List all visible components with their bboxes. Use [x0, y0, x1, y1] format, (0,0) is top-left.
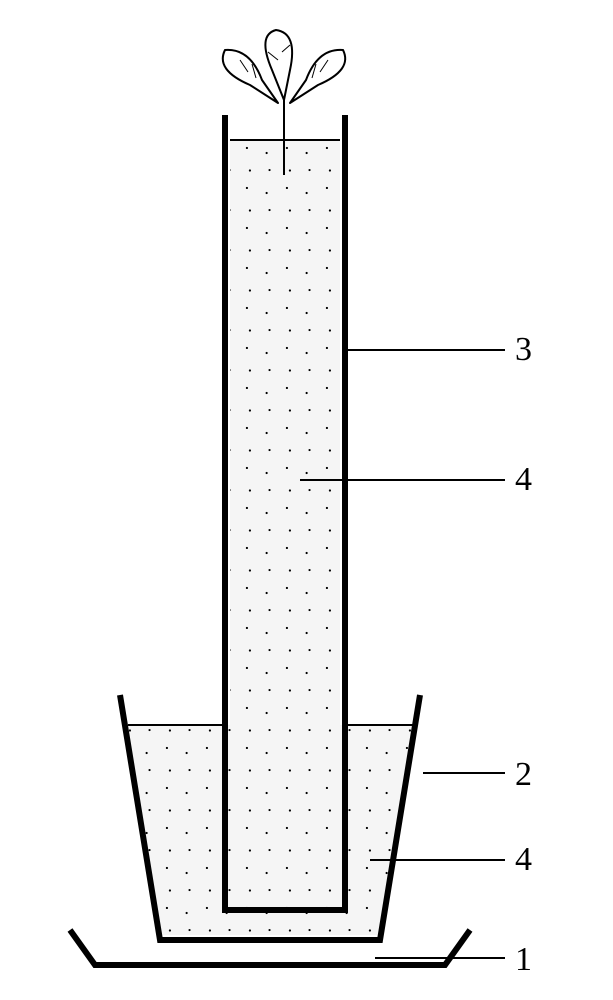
root: 3 4 2 4 1 — [0, 0, 613, 1000]
label-4_lower: 4 — [515, 841, 532, 879]
label-3: 3 — [515, 331, 532, 369]
label-1: 1 — [515, 941, 532, 979]
label-4_upper: 4 — [515, 461, 532, 499]
tray — [70, 930, 470, 965]
label-2: 2 — [515, 756, 532, 794]
